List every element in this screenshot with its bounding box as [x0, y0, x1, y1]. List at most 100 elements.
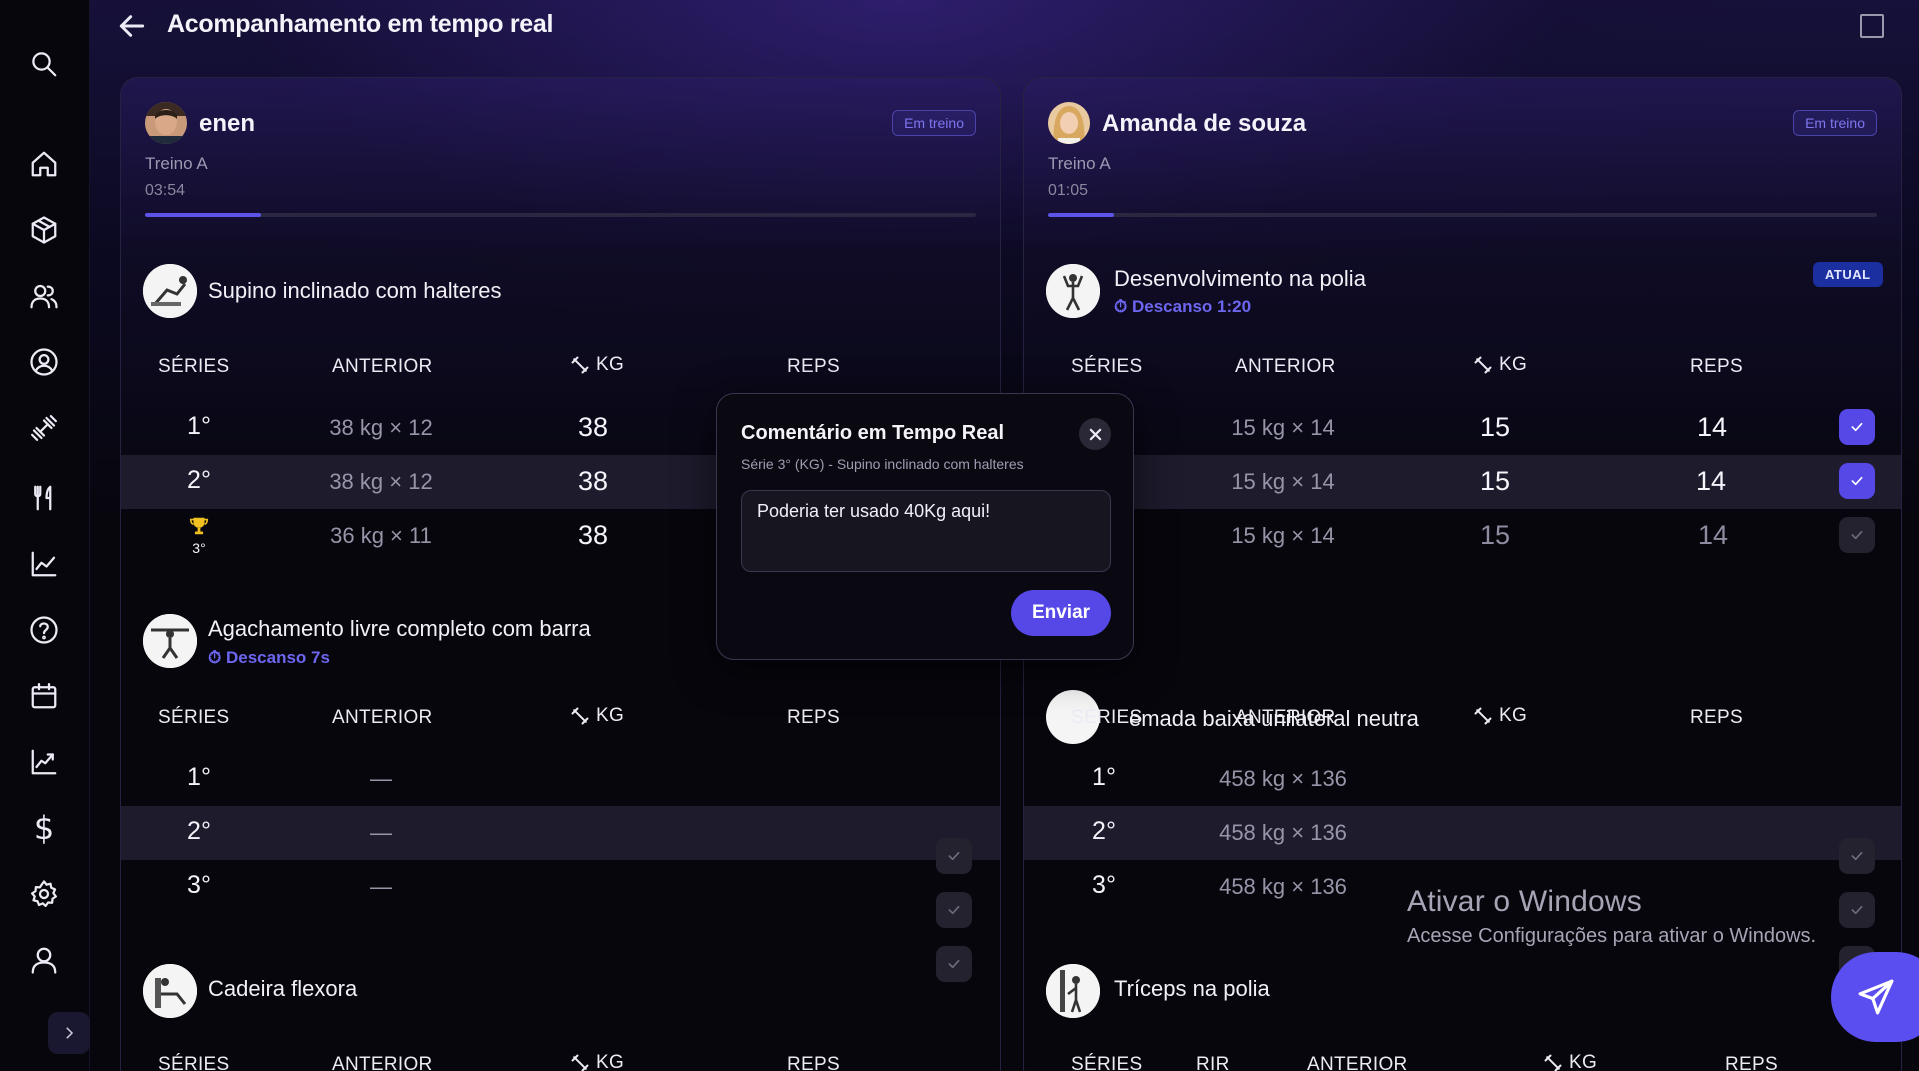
calendar-icon[interactable]: [26, 678, 62, 714]
set-complete-checkbox[interactable]: [1839, 409, 1875, 445]
fork-knife-icon[interactable]: [26, 480, 62, 516]
profile-icon[interactable]: [26, 942, 62, 978]
exercise-title: emada baixa unilateral neutra: [1129, 706, 1419, 731]
set-row-highlight: [1024, 455, 1901, 509]
set-complete-checkbox[interactable]: [1839, 517, 1875, 553]
dumbbell-diagonal-icon: [1474, 707, 1492, 725]
user-circle-icon[interactable]: [26, 344, 62, 380]
column-series: SÉRIES: [158, 707, 230, 728]
set-kg-input[interactable]: 38: [577, 412, 609, 442]
rest-label: Descanso 1:20: [1131, 297, 1252, 316]
set-previous: 15 kg × 14: [1231, 523, 1335, 548]
rest-label: Descanso 7s: [225, 648, 330, 667]
set-number: 3°: [1092, 871, 1116, 899]
set-reps-input[interactable]: 14: [1697, 520, 1729, 550]
exercise-title: Cadeira flexora: [208, 976, 358, 1001]
column-reps: REPS: [1690, 356, 1743, 377]
rest-timer: ⏱ Descanso 1:20: [1114, 297, 1252, 316]
column-reps: REPS: [1690, 707, 1743, 728]
set-kg-input[interactable]: 38: [577, 520, 609, 550]
set-previous: —: [370, 874, 392, 899]
box-icon[interactable]: [26, 212, 62, 248]
column-kg: KG: [570, 705, 624, 727]
paper-plane-icon: [1858, 979, 1894, 1015]
athlete-name: enen: [199, 110, 256, 137]
search-icon[interactable]: [26, 46, 62, 82]
set-number: 1°: [1092, 763, 1116, 791]
column-previous: ANTERIOR: [332, 356, 433, 377]
set-reps-input[interactable]: 14: [1695, 466, 1727, 496]
dumbbell-icon[interactable]: [26, 410, 62, 446]
set-reps-input[interactable]: 14: [1696, 412, 1728, 442]
set-kg-input[interactable]: 15: [1479, 412, 1511, 442]
current-exercise-badge: ATUAL: [1813, 262, 1883, 287]
exercise-thumbnail: [1046, 964, 1100, 1018]
exercise-thumbnail: [143, 264, 197, 318]
modal-subtitle: Série 3° (KG) - Supino inclinado com hal…: [741, 456, 1024, 472]
column-kg: KG: [1473, 354, 1527, 376]
check-icon: [1851, 905, 1863, 915]
expand-sidebar-button[interactable]: [48, 1012, 90, 1054]
exercise-thumbnail: [143, 964, 197, 1018]
set-complete-checkbox[interactable]: [1839, 463, 1875, 499]
set-complete-checkbox[interactable]: [936, 946, 972, 982]
set-kg-input[interactable]: 15: [1479, 466, 1511, 496]
dumbbell-diagonal-icon: [571, 356, 589, 374]
dumbbell-diagonal-icon: [1474, 356, 1492, 374]
column-series: SÉRIES: [158, 356, 230, 377]
set-kg-input[interactable]: 38: [577, 466, 609, 496]
set-complete-checkbox[interactable]: [1839, 892, 1875, 928]
workout-progress-bar: [145, 213, 976, 217]
modal-title: Comentário em Tempo Real: [741, 422, 1005, 444]
exercise-thumbnail: [143, 614, 197, 668]
maximize-icon[interactable]: [1860, 14, 1884, 38]
users-icon[interactable]: [26, 278, 62, 314]
send-button[interactable]: Enviar: [1011, 590, 1111, 636]
set-previous: 36 kg × 11: [330, 523, 432, 548]
check-icon: [948, 959, 960, 969]
comment-textarea[interactable]: Poderia ter usado 40Kg aqui!: [741, 490, 1111, 572]
gear-icon[interactable]: [26, 876, 62, 912]
close-button[interactable]: [1079, 418, 1111, 450]
dumbbell-diagonal-icon: [1544, 1054, 1562, 1071]
status-badge: Em treino: [1793, 110, 1877, 136]
dumbbell-diagonal-icon: [571, 707, 589, 725]
chevron-right-icon: [66, 1027, 74, 1039]
dollar-icon[interactable]: $: [33, 809, 55, 847]
exercise-title: Agachamento livre completo com barra: [208, 616, 591, 641]
workout-timer: 03:54: [145, 182, 186, 199]
column-kg: KG: [570, 354, 624, 376]
column-series: SÉRIES: [1071, 356, 1143, 377]
set-kg-input[interactable]: 15: [1479, 520, 1511, 550]
exercise-title: Supino inclinado com halteres: [208, 278, 502, 303]
trophy-icon: [189, 517, 209, 535]
kg-label: KG: [596, 705, 625, 726]
column-reps: REPS: [1725, 1054, 1778, 1071]
exercise-thumbnail: [1046, 264, 1100, 318]
workout-progress-bar: [1048, 213, 1877, 217]
check-icon: [1851, 530, 1863, 540]
back-arrow-icon[interactable]: [116, 10, 148, 42]
status-badge: Em treino: [892, 110, 976, 136]
send-message-fab[interactable]: [1831, 952, 1919, 1042]
kg-label: KG: [1499, 705, 1528, 726]
set-complete-checkbox[interactable]: [1839, 838, 1875, 874]
set-number: 3°: [187, 871, 211, 899]
watermark-subtitle: Acesse Configurações para ativar o Windo…: [1407, 925, 1817, 947]
column-series: SÉRIES: [1071, 1054, 1143, 1071]
watermark-title: Ativar o Windows: [1407, 885, 1642, 918]
set-previous: 38 kg × 12: [329, 415, 433, 440]
set-complete-checkbox[interactable]: [936, 838, 972, 874]
home-icon[interactable]: [26, 146, 62, 182]
set-previous: —: [370, 766, 392, 791]
line-chart-icon[interactable]: [26, 546, 62, 582]
trend-chart-icon[interactable]: [26, 744, 62, 780]
set-previous: 15 kg × 14: [1231, 415, 1335, 440]
set-complete-checkbox[interactable]: [936, 892, 972, 928]
column-series: SÉRIES: [158, 1054, 230, 1071]
kg-label: KG: [1499, 354, 1528, 375]
exercise-thumbnail: [1046, 690, 1100, 744]
check-icon: [1851, 422, 1863, 432]
sidebar: $: [0, 0, 90, 1071]
help-icon[interactable]: [26, 612, 62, 648]
